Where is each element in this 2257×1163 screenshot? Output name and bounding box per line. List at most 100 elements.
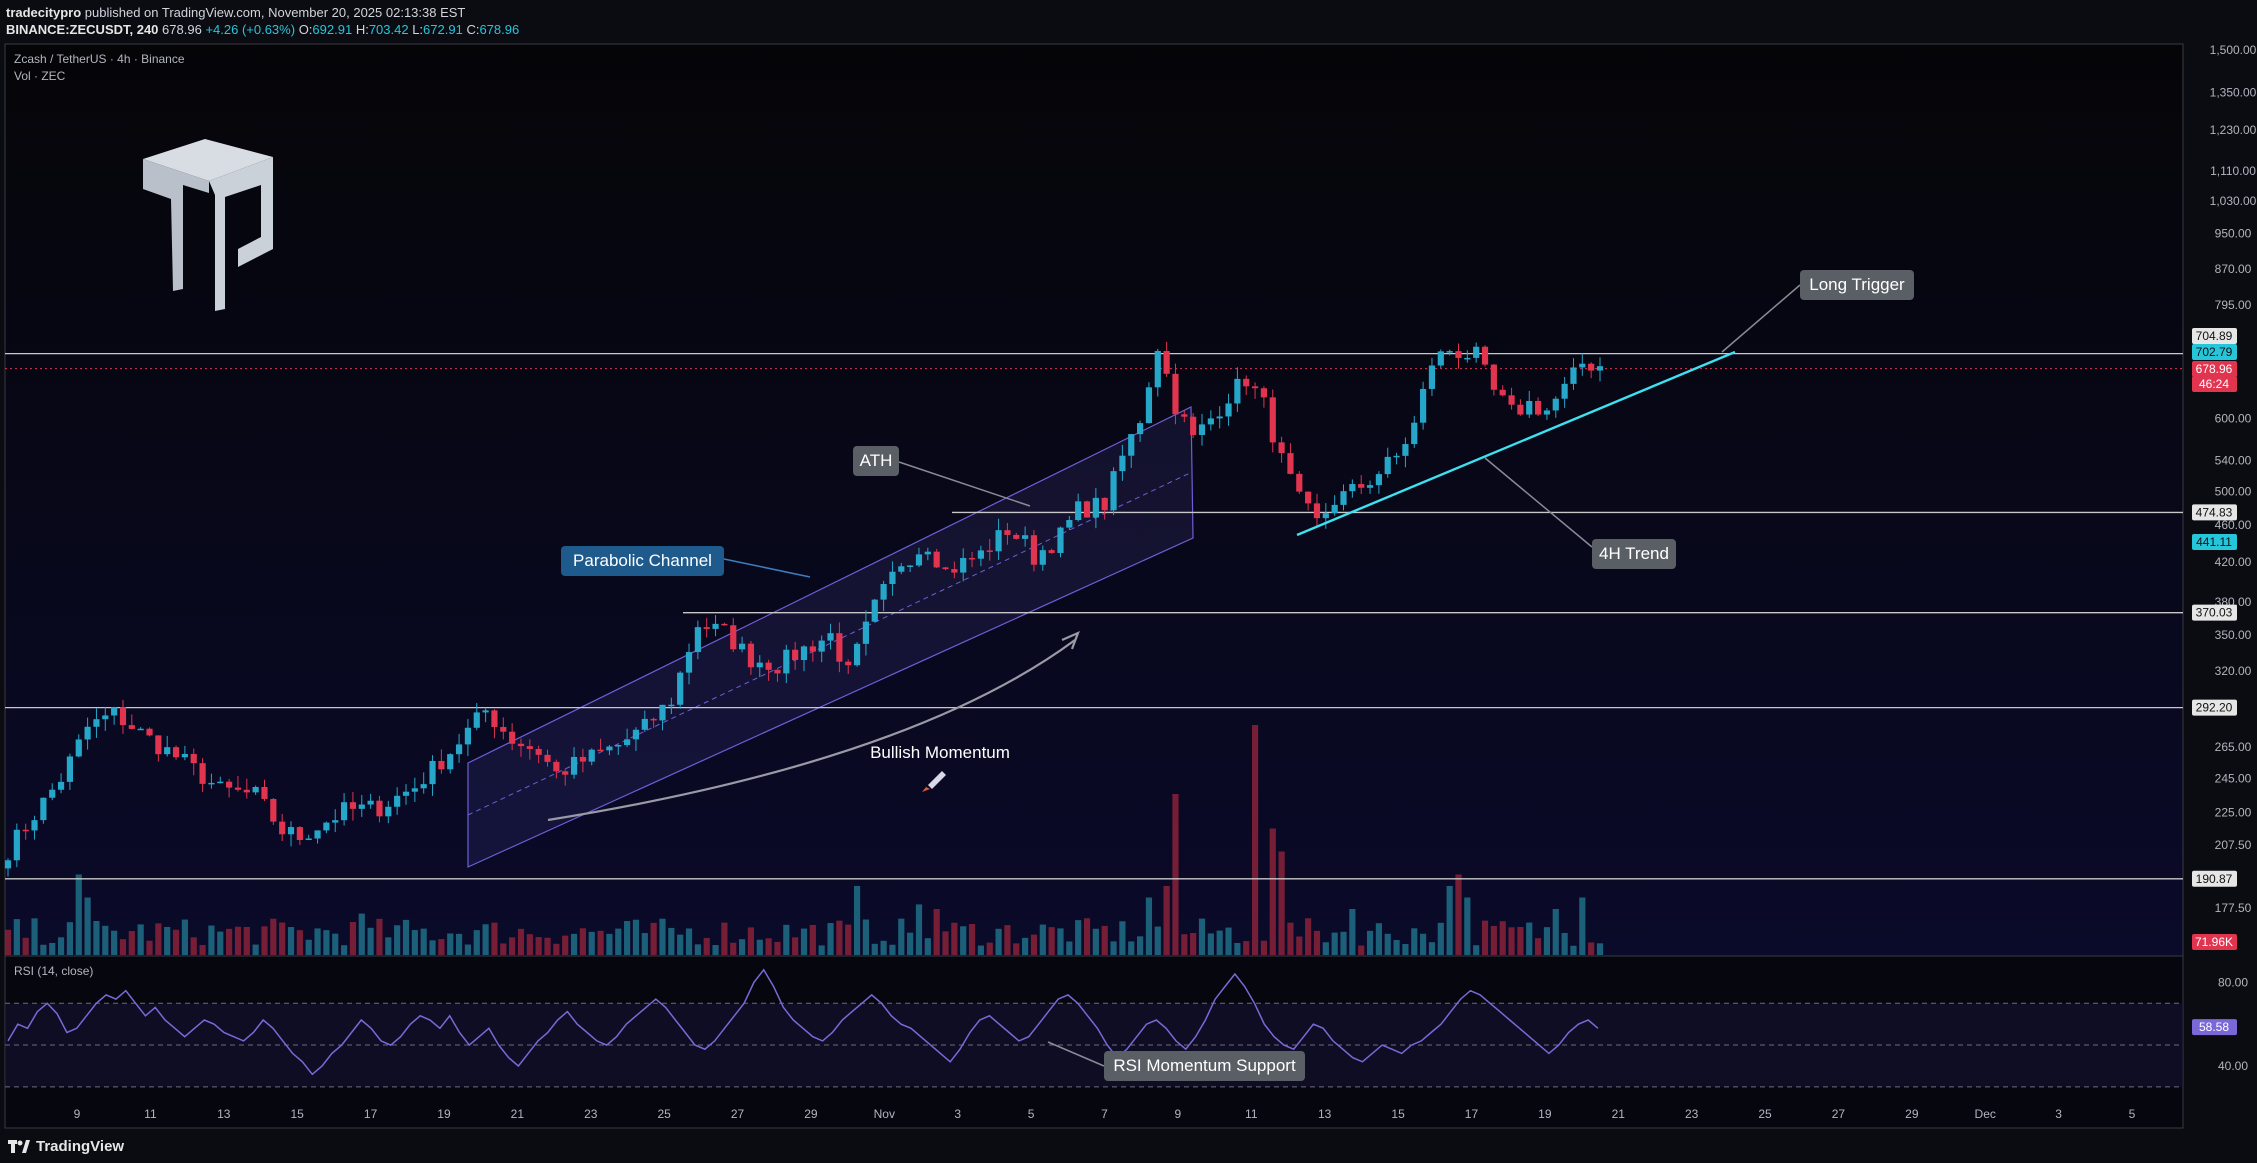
candle-body — [1278, 442, 1285, 454]
candle-body — [323, 822, 330, 831]
price-tag: 292.20 — [2192, 699, 2237, 716]
volume-bar — [1543, 927, 1551, 955]
price-tag-bg — [2192, 504, 2237, 521]
candle-body — [1322, 513, 1329, 519]
chart-canvas[interactable]: 1,500.00 1,350.00 1,230.00 1,110.00 1,030.00… — [0, 42, 2257, 1132]
tradingview-logo[interactable]: TradingView — [8, 1138, 124, 1155]
annotation-long-trigger[interactable]: Long Trigger — [1721, 270, 1914, 353]
volume-bar — [783, 924, 790, 955]
volume-bar — [1145, 897, 1153, 955]
candle-body — [376, 800, 383, 817]
volume-bar — [500, 943, 507, 955]
price-tag-bg — [2192, 934, 2237, 950]
rsi-tag-label: 58.58 — [2199, 1020, 2229, 1034]
candle-body — [190, 753, 197, 764]
annotation-4h-trend[interactable]: 4H Trend — [1484, 457, 1676, 569]
rsi-pane[interactable] — [4, 955, 2184, 1129]
price-tag-label: 702.79 — [2196, 345, 2233, 359]
time-tick-label: 9 — [74, 1107, 81, 1121]
candle-body — [544, 754, 551, 762]
price-tag-label: 441.11 — [2196, 535, 2232, 549]
candle-body — [553, 761, 560, 772]
price-tick-label: 600.00 — [2215, 411, 2252, 425]
candle-body — [951, 569, 958, 573]
volume-bar — [376, 918, 383, 955]
candle-body — [340, 802, 348, 821]
high-label: H: — [355, 22, 369, 37]
rsi-tag-bg — [2192, 1019, 2237, 1036]
annotation-parabolic-channel[interactable]: Parabolic Channel — [561, 546, 811, 578]
rsi-legend[interactable]: RSI (14, close) — [14, 964, 94, 978]
candle-body — [1490, 364, 1497, 390]
candle-body — [1393, 455, 1400, 458]
time-axis[interactable]: 9 11 13 15 17 19 21 23 25 27 29 Nov 3 5 7 9 11 13 15 17 19 21… — [74, 1107, 2136, 1121]
price-tick-label: 500.00 — [2215, 485, 2252, 499]
volume-bar — [1411, 928, 1418, 955]
price-tick-label: 177.50 — [2215, 901, 2252, 915]
price-axis[interactable]: 1,500.00 1,350.00 1,230.00 1,110.00 1,030.00… — [2210, 43, 2257, 1073]
volume-bar — [1588, 942, 1595, 955]
close-value: 678.96 — [479, 22, 520, 37]
volume-bar — [730, 942, 737, 955]
volume-bar — [75, 874, 82, 955]
volume-bar — [517, 928, 525, 955]
candle-body — [862, 621, 870, 644]
volume-bar — [1234, 942, 1241, 955]
chart-legend-title[interactable]: Zcash / TetherUS · 4h · Binance — [14, 52, 185, 66]
chart-frame[interactable]: 1,500.00 1,350.00 1,230.00 1,110.00 1,030.00… — [0, 42, 2257, 1132]
callout-box — [561, 546, 724, 576]
candle-body — [783, 649, 790, 674]
open-label: O: — [298, 22, 313, 37]
tradingview-brand: TradingView — [36, 1138, 125, 1155]
volume-bar — [181, 919, 188, 955]
candle-body — [960, 557, 967, 573]
candle-body — [1375, 474, 1382, 486]
volume-bar — [93, 921, 100, 955]
candle-body — [102, 715, 109, 720]
candle-body — [1163, 350, 1170, 374]
volume-bar — [677, 934, 684, 955]
candle-body — [22, 829, 29, 832]
candle-body — [1358, 484, 1365, 488]
candle-body — [349, 802, 357, 809]
candle-body — [394, 795, 401, 807]
callout-text: Long Trigger — [1809, 275, 1905, 294]
volume-bar — [1287, 922, 1294, 955]
author-name[interactable]: tradecitypro — [6, 5, 82, 20]
volume-bar — [49, 942, 56, 955]
volume-bar — [1349, 909, 1356, 955]
drawings[interactable] — [547, 350, 1736, 822]
annotation-rsi-momentum-support[interactable]: RSI Momentum Support — [1047, 1041, 1305, 1081]
volume-bar — [889, 944, 896, 955]
candle-body — [986, 550, 993, 552]
volume-bar — [685, 928, 693, 955]
volume-bar — [252, 944, 259, 955]
volume-legend[interactable]: Vol · ZEC — [14, 69, 66, 83]
volume-bar — [738, 939, 746, 955]
volume-bar — [1402, 943, 1409, 955]
time-tick-label: 25 — [1758, 1107, 1772, 1121]
price-tick-label: 265.00 — [2215, 740, 2252, 754]
candle-body — [774, 669, 781, 674]
volume-bar — [951, 922, 958, 955]
callout-text: 4H Trend — [1599, 544, 1669, 563]
candle-body — [164, 747, 171, 755]
callout-text: RSI Momentum Support — [1113, 1056, 1296, 1075]
volume-bar — [226, 928, 233, 955]
volume-bar — [394, 925, 401, 955]
annotations[interactable]: Long Trigger ATH Parabolic Channel 4H Trend… — [561, 270, 1914, 1081]
candle-body — [49, 789, 56, 798]
time-tick-label: 11 — [1245, 1107, 1258, 1121]
volume-bar — [1579, 897, 1586, 955]
annotation-ath[interactable]: ATH — [853, 446, 1031, 507]
price-tick-label: 350.00 — [2215, 628, 2252, 642]
candle-body — [287, 827, 295, 835]
candle-body — [1092, 497, 1099, 518]
volume-bar — [942, 931, 949, 955]
price-tag-label: 46:24 — [2199, 377, 2229, 391]
horizontal-levels[interactable] — [5, 352, 2183, 880]
annotation-bullish-momentum[interactable]: Bullish Momentum — [870, 743, 1010, 762]
candle-body — [234, 787, 242, 790]
candle-body — [509, 731, 516, 744]
volume-bar — [1313, 930, 1321, 955]
